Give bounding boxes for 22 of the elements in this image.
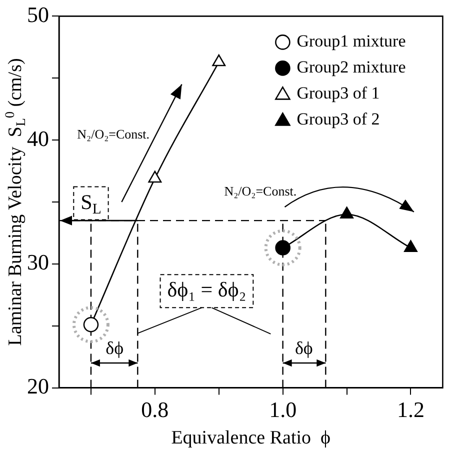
annotation: δϕ bbox=[106, 338, 124, 358]
legend-label: Group3 of 1 bbox=[296, 84, 380, 103]
annotation: δϕ bbox=[294, 338, 313, 358]
x-tick-label: 1.2 bbox=[396, 396, 424, 422]
legend-label: Group1 mixture bbox=[296, 32, 406, 51]
y-tick-label: 40 bbox=[27, 126, 49, 151]
legend-label: Group3 of 2 bbox=[296, 110, 380, 129]
y-tick-label: 20 bbox=[27, 374, 49, 399]
annotation: N₂/O₂=Const. bbox=[224, 184, 297, 199]
point bbox=[148, 170, 162, 183]
legend-label: Group2 mixture bbox=[296, 58, 406, 77]
annotation: δϕ₁ = δϕ₂ bbox=[167, 278, 246, 302]
point bbox=[404, 240, 418, 252]
x-tick-label: 1.0 bbox=[269, 396, 297, 422]
y-axis-title: Laminar Burning Velocity SL0 (cm/s) bbox=[2, 58, 28, 346]
point bbox=[340, 206, 354, 219]
point bbox=[212, 54, 226, 66]
annotation: N₂/O₂=Const. bbox=[77, 126, 150, 142]
x-tick-label: 0.8 bbox=[141, 396, 169, 422]
y-tick-label: 30 bbox=[27, 250, 49, 275]
x-axis-title: Equivalence Ratio ϕ bbox=[171, 428, 331, 449]
y-tick-label: 50 bbox=[27, 2, 49, 27]
